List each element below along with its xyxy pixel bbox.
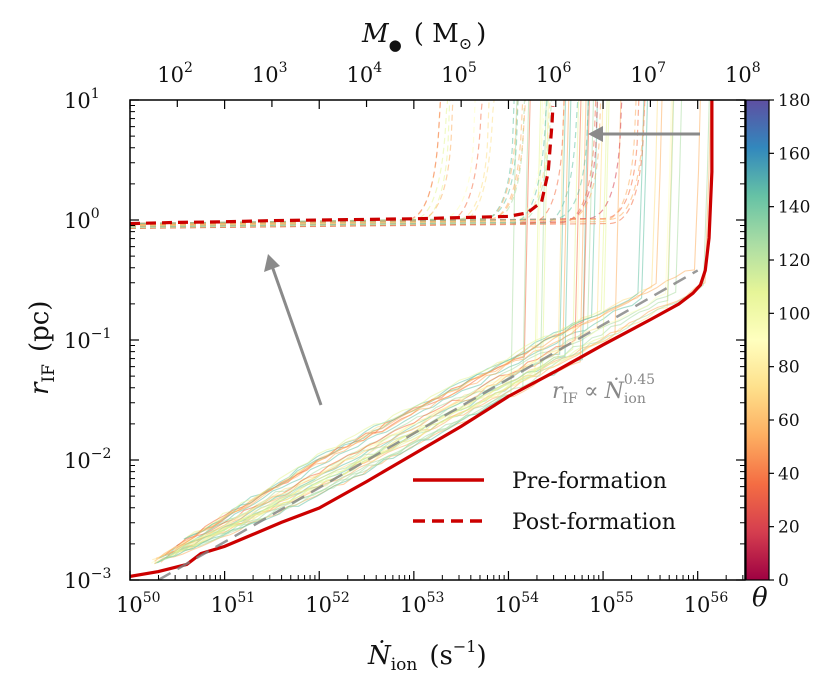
x-tick-label: 1050 — [116, 590, 161, 617]
colorbar-tick-label: 60 — [778, 411, 800, 431]
theta-curve-post — [130, 100, 490, 227]
theta-curve-post — [130, 100, 590, 225]
theta-curve-post — [130, 100, 451, 229]
theta-curve-post — [130, 100, 637, 228]
top-tick-label: 103 — [252, 60, 288, 87]
theta-curve — [164, 100, 531, 556]
arrow-left — [588, 126, 700, 142]
x-tick-label: 1055 — [589, 590, 634, 617]
x-tick-label: 1053 — [400, 590, 445, 617]
theta-curve-post — [130, 100, 519, 225]
theta-curve-post — [130, 100, 454, 226]
theta-curve — [171, 100, 567, 554]
top-tick-label: 105 — [441, 60, 477, 87]
y-tick-label: 10−3 — [64, 566, 111, 593]
minor-ticks — [130, 104, 745, 580]
x-tick-label: 1054 — [494, 590, 539, 617]
y-tick-label: 10−2 — [64, 446, 111, 473]
theta-curve-post — [130, 100, 640, 224]
colorbar-tick-label: 0 — [778, 571, 789, 591]
colorbar-tick-label: 180 — [778, 91, 810, 111]
theta-curve — [173, 100, 672, 552]
series-pre-formation — [130, 100, 714, 578]
theta-curve-post — [130, 100, 441, 227]
y-tick-label: 100 — [64, 206, 100, 233]
theta-curve — [173, 100, 701, 552]
x-tick-label: 1052 — [305, 590, 350, 617]
plot-frame — [129, 99, 746, 581]
y-tick-label: 101 — [64, 86, 100, 113]
x-axis-label: Ṅion (s−1) — [367, 637, 487, 675]
colorbar-ticks: 0 20 40 60 80 100 120 140 160 180 — [769, 91, 810, 591]
theta-curve-post — [130, 100, 524, 226]
top-axis-label: M●( M⊙) — [361, 19, 486, 54]
top-tick-label: 107 — [630, 60, 666, 87]
top-axis-ticks: 102 103 104 105 106 107 108 — [157, 60, 761, 107]
theta-curve-post — [130, 100, 442, 226]
colorbar-tick-label: 100 — [778, 304, 810, 324]
x-axis-ticks: 1050 1051 1052 1053 1054 1055 1056 — [116, 100, 728, 617]
top-tick-label: 108 — [725, 60, 761, 87]
y-axis-label: rIF(pc) — [25, 301, 59, 395]
theta-curve — [167, 100, 610, 558]
theta-curve-post — [130, 100, 646, 229]
colorbar-label: θ — [752, 583, 768, 613]
top-tick-label: 104 — [347, 60, 383, 87]
top-tick-label: 102 — [157, 60, 193, 87]
theta-curve-post — [130, 100, 515, 227]
theta-curve-post — [130, 100, 579, 229]
theta-curve — [160, 100, 565, 558]
legend: Pre-formation Post-formation — [413, 469, 676, 535]
theta-curve-post — [130, 100, 553, 229]
legend-pre-label: Pre-formation — [512, 469, 667, 494]
theta-curve-post — [130, 100, 527, 225]
theta-curve-post — [130, 100, 599, 228]
theta-curve-post — [130, 100, 623, 225]
top-tick-label: 106 — [536, 60, 572, 87]
theta-curve-post — [130, 100, 602, 226]
y-tick-label: 10−1 — [64, 326, 111, 353]
theta-curve-post — [130, 100, 546, 229]
theta-curve-post — [130, 100, 646, 225]
theta-curve — [155, 100, 570, 559]
y-axis-ticks: 10−3 10−2 10−1 100 101 — [64, 86, 745, 593]
colorbar — [745, 99, 770, 581]
theta-curve-post — [130, 100, 565, 229]
theta-curve-post — [130, 100, 449, 225]
theta-curve — [154, 100, 549, 564]
series-fit — [157, 269, 699, 580]
x-tick-label: 1051 — [211, 590, 256, 617]
colorbar-tick-label: 80 — [778, 358, 800, 378]
theta-curve — [157, 100, 572, 563]
theta-curve-post — [130, 100, 551, 227]
fit-annotation: rIF ∝ Ṅion0.45 — [552, 372, 655, 407]
theta-curve-post — [130, 100, 519, 225]
colorbar-tick-label: 40 — [778, 464, 800, 484]
theta-curve — [154, 100, 663, 562]
colorbar-tick-label: 160 — [778, 144, 810, 164]
theta-curve — [158, 100, 648, 559]
theta-curve-post — [130, 100, 476, 225]
colorbar-tick-label: 20 — [778, 518, 800, 538]
theta-curve-post — [130, 100, 483, 226]
legend-post-label: Post-formation — [512, 510, 676, 535]
x-tick-label: 1056 — [684, 590, 729, 617]
arrow-up-left — [264, 254, 323, 406]
colorbar-tick-label: 140 — [778, 198, 810, 218]
theta-curve — [160, 100, 518, 561]
series-post-formation — [130, 105, 555, 226]
colorbar-tick-label: 120 — [778, 251, 810, 271]
theta-curve-post — [130, 100, 548, 228]
